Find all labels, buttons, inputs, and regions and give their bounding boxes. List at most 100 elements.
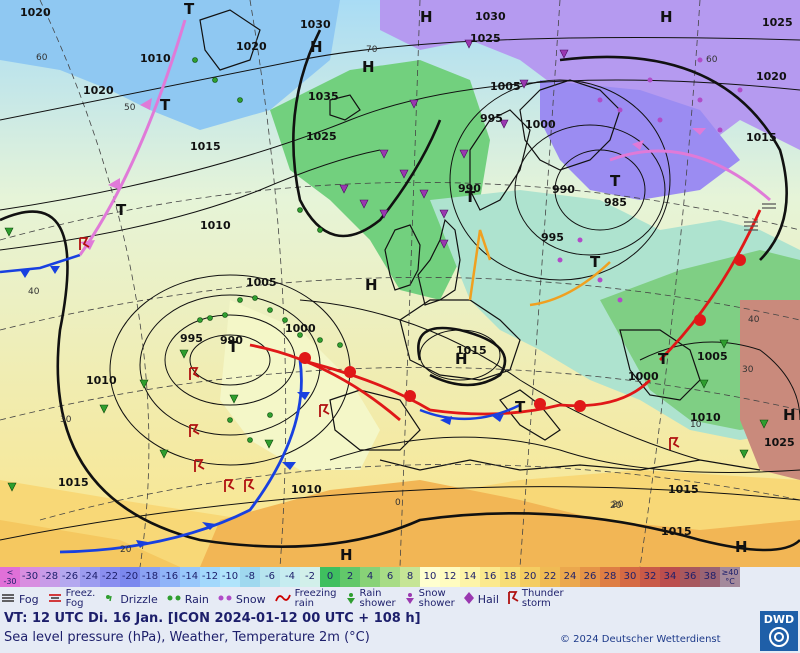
temperature-scale-cell: -28 (40, 567, 60, 587)
occluded-front-east (609, 149, 771, 202)
temperature-scale-cell: 2 (340, 567, 360, 587)
legend-item-snow-shower: Snow shower (404, 589, 455, 609)
high-pressure-centre: H (455, 350, 468, 368)
temperature-scale-cell: -18 (140, 567, 160, 587)
temperature-scale-cell: 4 (360, 567, 380, 587)
low-pressure-centre: T (465, 188, 476, 206)
isobar-label: 1020 (20, 6, 51, 19)
temperature-scale-cell: -6 (260, 567, 280, 587)
weather-map: 1030103010251025102010201020101510151035… (0, 0, 800, 567)
rain-symbols (192, 57, 343, 443)
temperature-scale-cell: 36 (680, 567, 700, 587)
legend-item-drizzle: Drizzle (103, 592, 158, 607)
legend-panel: < -30 -30 -28 -26 -24 -22 -20 -18 -16 -14 -12 -10 -8-… (0, 567, 800, 653)
high-pressure-centre: H (310, 38, 323, 56)
graticule-label: 30 (742, 365, 754, 375)
legend-item-label: Thunder storm (521, 588, 564, 609)
warm-front-far-east (659, 209, 762, 361)
isobar-label: 1025 (764, 436, 795, 449)
temperature-scale-cell: -14 (180, 567, 200, 587)
graticule-label: 20 (612, 500, 624, 510)
freezing-rain-icon (274, 592, 295, 607)
temperature-scale-cell: 38 (700, 567, 720, 587)
rain-shower-symbols (4, 227, 769, 492)
legend-item-snow: Snow (217, 592, 266, 607)
isobars-bold (0, 29, 800, 552)
temperature-scale-cell: -16 (160, 567, 180, 587)
temperature-scale-cell: -10 (220, 567, 240, 587)
isobar-label: 1010 (291, 483, 322, 496)
legend-item-label: Snow (235, 592, 266, 606)
isobar-label: 1035 (308, 90, 339, 103)
graticule-label: 40 (748, 315, 760, 325)
isobar-label: 1000 (525, 118, 556, 131)
isobar-label: 1015 (746, 131, 777, 144)
legend-item-label: Rain shower (359, 588, 396, 609)
high-pressure-centre: H (783, 406, 796, 424)
low-pressure-centre: T (160, 96, 171, 114)
low-pressure-centre: T (184, 0, 195, 18)
legend-item-rain: Rain (166, 592, 209, 607)
low-pressure-centre: T (610, 172, 621, 190)
high-pressure-centre: H (735, 538, 748, 556)
temperature-scale-cell: 10 (420, 567, 440, 587)
legend-item-freezing-fog: Freez. Fog (47, 588, 96, 609)
temperature-scale-cell: -22 (100, 567, 120, 587)
isobar-label: 1005 (246, 276, 277, 289)
temperature-scale-cell: 32 (640, 567, 660, 587)
isobar-label: 995 (480, 112, 503, 125)
legend-item-label: Fog (19, 592, 39, 606)
temperature-scale-cell: 18 (500, 567, 520, 587)
thunderstorm-icon (507, 590, 522, 608)
temperature-scale-cell: -12 (200, 567, 220, 587)
rain-shower-icon (345, 592, 360, 607)
legend-item-label: Freez. Fog (65, 588, 96, 609)
temperature-scale-cell: 22 (540, 567, 560, 587)
legend-item-label: Snow shower (418, 588, 455, 609)
warm-front-east (299, 358, 651, 416)
low-pressure-centre: T (515, 398, 526, 416)
low-pressure-centre: T (116, 201, 127, 219)
cold-front-mid (419, 403, 521, 421)
fog-symbols (744, 203, 776, 231)
high-pressure-centre: H (420, 8, 433, 26)
temperature-scale-cell: -2 (300, 567, 320, 587)
isobar-label: 990 (552, 183, 575, 196)
isobar-label: 1020 (83, 84, 114, 97)
occluded-front-north (78, 19, 187, 256)
legend-item-freezing-rain: Freezing rain (274, 589, 337, 609)
trough-north (468, 229, 492, 301)
snow-shower-symbols (339, 39, 569, 249)
graticule-label: 20 (120, 545, 132, 555)
cold-front-south (59, 359, 303, 554)
warm-front-main (249, 343, 401, 422)
isobar-label: 1025 (306, 130, 337, 143)
high-pressure-centre: H (340, 546, 353, 564)
drizzle-icon (103, 592, 120, 607)
legend-item-label: Freezing rain (294, 588, 337, 609)
isobar-label: 1015 (190, 140, 221, 153)
isobar-label: 1000 (628, 370, 659, 383)
legend-item-fog: Fog (0, 592, 39, 607)
temperature-scale-cell: 34 (660, 567, 680, 587)
graticule-label: 0 (395, 498, 401, 508)
isobar-label: 990 (220, 334, 243, 347)
temperature-scale-cell: 6 (380, 567, 400, 587)
temperature-scale-cell: 24 (560, 567, 580, 587)
temperature-scale-cell: -24 (80, 567, 100, 587)
temperature-scale-cell: 26 (580, 567, 600, 587)
dwd-logo-icon (769, 627, 789, 647)
legend-item-rain-shower: Rain shower (345, 589, 396, 609)
isobar-label: 1020 (756, 70, 787, 83)
temperature-scale-cell: -26 (60, 567, 80, 587)
snow-symbols (557, 57, 743, 303)
graticule-label: 10 (690, 420, 702, 430)
temperature-scale-cell: ≥40 °C (720, 567, 740, 587)
legend-item-label: Rain (184, 592, 209, 606)
isobar-label: 1015 (668, 483, 699, 496)
temperature-scale-cell: -30 (20, 567, 40, 587)
isobar-label: 1015 (58, 476, 89, 489)
high-pressure-centre: H (362, 58, 375, 76)
snow-icon (217, 592, 236, 607)
graticule-label: 30 (60, 415, 72, 425)
